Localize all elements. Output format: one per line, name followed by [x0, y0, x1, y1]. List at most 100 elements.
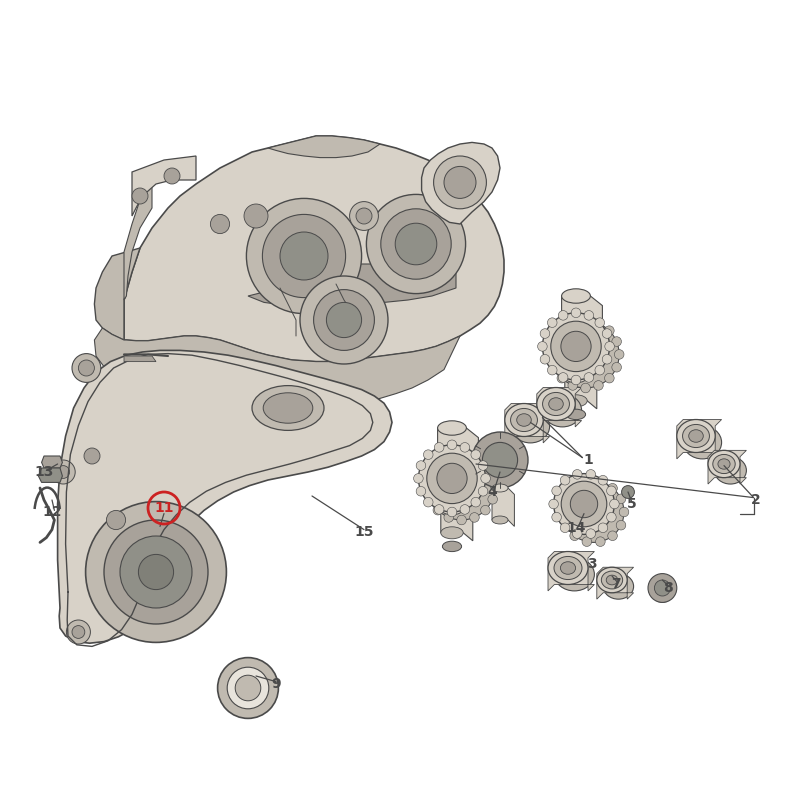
Polygon shape: [438, 428, 478, 462]
Circle shape: [444, 450, 454, 460]
Ellipse shape: [438, 445, 466, 459]
Circle shape: [72, 354, 101, 382]
Circle shape: [558, 507, 568, 517]
Circle shape: [648, 574, 677, 602]
Polygon shape: [441, 509, 473, 541]
Circle shape: [560, 523, 570, 533]
Text: 11: 11: [154, 501, 174, 515]
Circle shape: [426, 494, 435, 504]
Circle shape: [573, 529, 582, 538]
Circle shape: [550, 362, 559, 372]
Ellipse shape: [602, 571, 622, 589]
Ellipse shape: [492, 516, 508, 524]
Polygon shape: [124, 176, 152, 300]
Circle shape: [558, 310, 568, 320]
Polygon shape: [132, 156, 196, 216]
Ellipse shape: [441, 527, 463, 539]
Circle shape: [581, 316, 590, 326]
Ellipse shape: [492, 484, 508, 492]
Circle shape: [547, 366, 557, 375]
Circle shape: [606, 486, 616, 496]
Circle shape: [654, 580, 670, 596]
Circle shape: [570, 490, 598, 518]
Polygon shape: [58, 350, 392, 643]
Circle shape: [57, 466, 70, 478]
Circle shape: [481, 458, 490, 467]
Circle shape: [356, 208, 372, 224]
Text: 1: 1: [583, 453, 593, 467]
Circle shape: [605, 342, 614, 351]
Circle shape: [138, 554, 174, 590]
Circle shape: [326, 302, 362, 338]
Circle shape: [314, 290, 374, 350]
Circle shape: [540, 354, 550, 364]
Text: 7: 7: [611, 577, 621, 591]
Circle shape: [72, 626, 85, 638]
Circle shape: [560, 475, 570, 485]
Circle shape: [104, 520, 208, 624]
Circle shape: [433, 458, 442, 467]
Ellipse shape: [554, 558, 594, 591]
Polygon shape: [42, 456, 62, 468]
Circle shape: [210, 214, 230, 234]
Circle shape: [471, 498, 481, 507]
Circle shape: [568, 381, 578, 390]
Circle shape: [51, 460, 75, 484]
Circle shape: [595, 366, 605, 375]
Circle shape: [586, 470, 595, 479]
Circle shape: [582, 537, 592, 546]
Circle shape: [488, 469, 498, 478]
Text: 3: 3: [587, 557, 597, 571]
Circle shape: [557, 326, 566, 335]
Circle shape: [418, 445, 486, 512]
Ellipse shape: [689, 430, 703, 442]
Circle shape: [616, 494, 626, 504]
Polygon shape: [597, 567, 634, 599]
Circle shape: [581, 383, 590, 393]
Circle shape: [582, 478, 592, 487]
Circle shape: [550, 321, 602, 371]
Circle shape: [227, 667, 269, 709]
Circle shape: [584, 373, 594, 382]
Circle shape: [605, 374, 614, 383]
Circle shape: [132, 188, 148, 204]
Ellipse shape: [543, 394, 582, 427]
Circle shape: [460, 442, 470, 452]
Ellipse shape: [682, 425, 710, 447]
Circle shape: [490, 482, 500, 491]
Circle shape: [78, 360, 94, 376]
Circle shape: [472, 432, 528, 488]
Circle shape: [460, 505, 470, 514]
Polygon shape: [537, 387, 582, 427]
Circle shape: [478, 486, 488, 496]
Circle shape: [612, 362, 622, 372]
Circle shape: [395, 223, 437, 265]
Circle shape: [416, 486, 426, 496]
Polygon shape: [124, 356, 156, 362]
Circle shape: [570, 531, 579, 541]
Circle shape: [300, 276, 388, 364]
Circle shape: [595, 478, 605, 487]
Circle shape: [558, 373, 568, 382]
Circle shape: [552, 486, 562, 496]
Circle shape: [550, 337, 559, 346]
Circle shape: [423, 482, 433, 491]
Circle shape: [557, 374, 566, 383]
Ellipse shape: [655, 594, 670, 602]
Circle shape: [414, 474, 423, 483]
Ellipse shape: [438, 421, 466, 435]
Ellipse shape: [565, 370, 587, 382]
Text: 5: 5: [627, 497, 637, 511]
Circle shape: [235, 675, 261, 701]
Ellipse shape: [542, 393, 570, 415]
Circle shape: [481, 474, 490, 483]
Polygon shape: [548, 551, 594, 591]
Circle shape: [595, 318, 605, 327]
Ellipse shape: [603, 574, 634, 599]
Polygon shape: [492, 488, 514, 526]
Circle shape: [423, 450, 433, 459]
Circle shape: [444, 166, 476, 198]
Circle shape: [552, 512, 562, 522]
Ellipse shape: [548, 551, 588, 585]
Circle shape: [164, 168, 180, 184]
